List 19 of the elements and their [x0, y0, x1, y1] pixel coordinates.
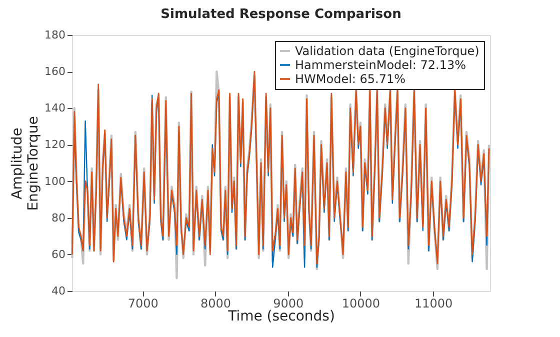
y-axis-title: Amplitude EngineTorque — [10, 116, 42, 211]
y-tick-label: 140 — [44, 102, 66, 115]
y-tick-label: 160 — [44, 65, 66, 78]
x-axis-title: Time (seconds) — [227, 308, 335, 324]
y-tick-label: 60 — [52, 248, 66, 261]
x-tick-label: 7000 — [128, 296, 158, 310]
x-tick-label: 8000 — [200, 296, 232, 310]
chart-title: Simulated Response Comparison — [160, 7, 402, 22]
y-tick-label: 180 — [44, 28, 66, 42]
y-tick-label: 120 — [44, 138, 66, 152]
x-tick-label: 9000 — [273, 296, 304, 310]
y-tick-label: 80 — [52, 211, 66, 224]
legend-label: HammersteinModel: 72.13% — [295, 58, 466, 72]
y-tick-label: 100 — [44, 174, 66, 188]
x-tick-label: 11000 — [414, 296, 453, 310]
legend-label: HWModel: 65.71% — [295, 72, 406, 86]
legend-label: Validation data (EngineTorque) — [295, 44, 480, 58]
y-tick-label: 40 — [52, 284, 66, 298]
x-tick-label: 10000 — [342, 296, 380, 310]
